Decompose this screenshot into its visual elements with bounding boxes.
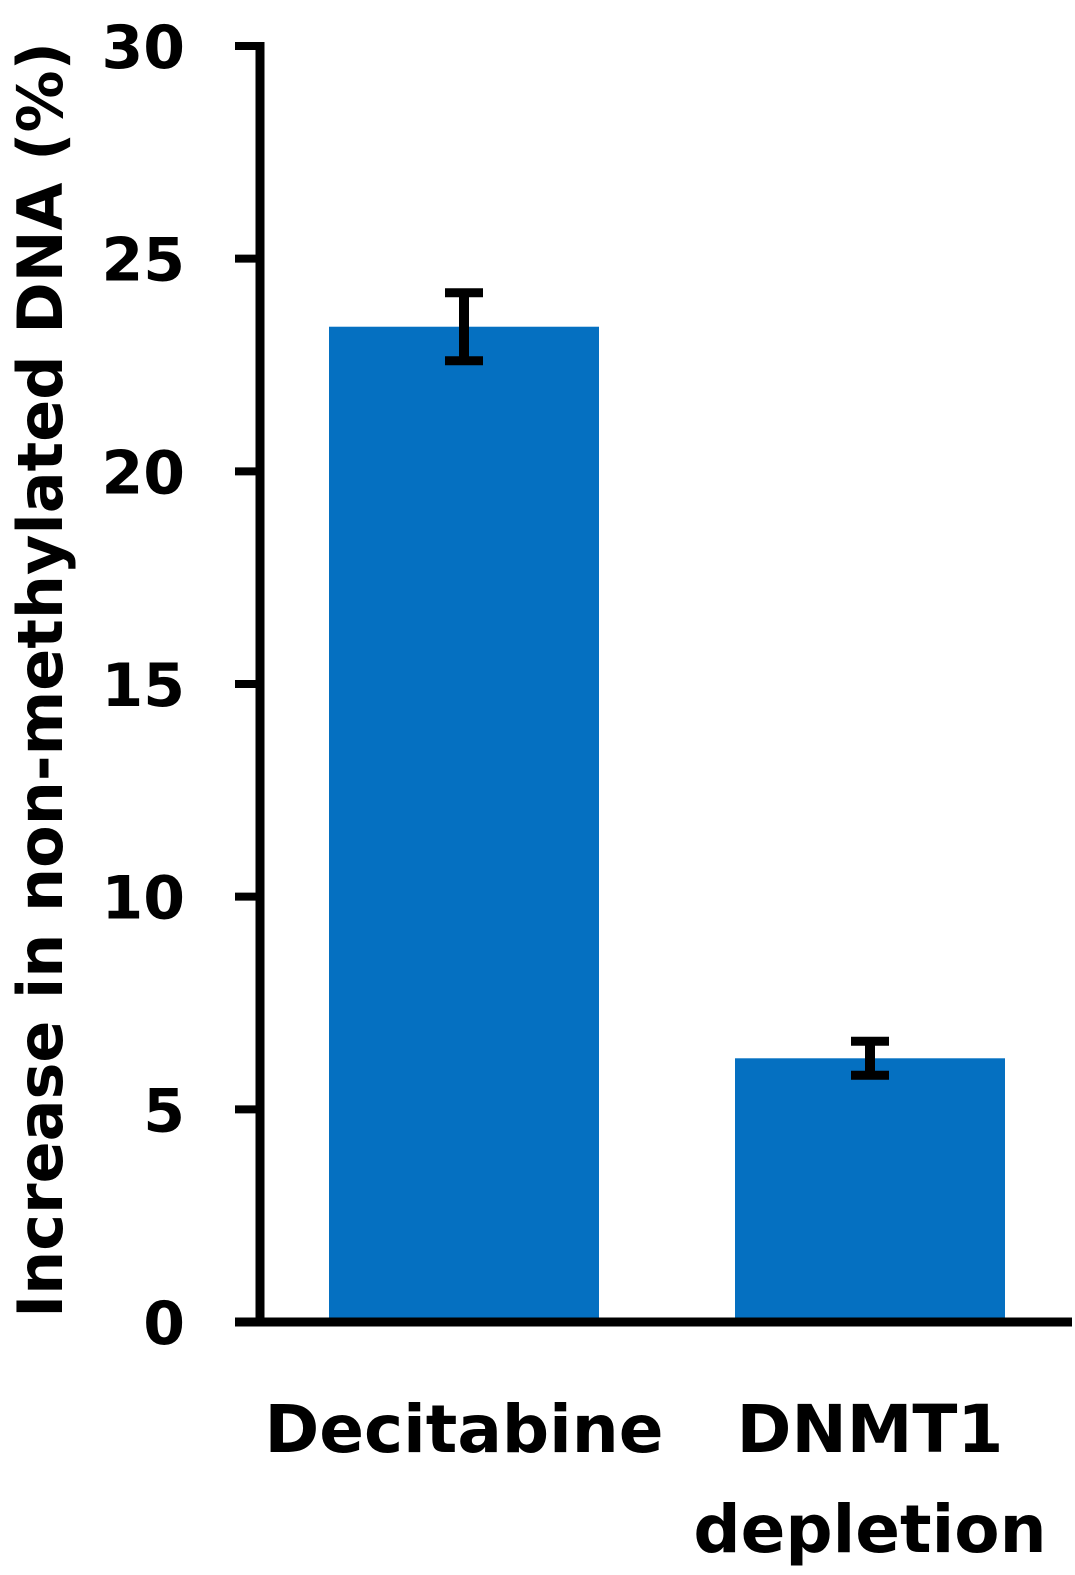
x-axis-labels: Decitabine DNMT1 depletion: [265, 1391, 1047, 1568]
y-tick-label-4: 20: [102, 438, 186, 508]
y-tick-label-6: 30: [102, 13, 186, 83]
x-category-label-0-0: Decitabine: [265, 1391, 664, 1468]
y-axis-ticks: 0 5 10 15 20 25 30: [102, 13, 260, 1359]
y-tick-label-1: 5: [143, 1076, 185, 1146]
y-tick-label-0: 0: [143, 1289, 185, 1359]
bar-1: [735, 1058, 1005, 1322]
axes: [235, 42, 1072, 1327]
error-bars: [445, 288, 889, 1080]
bar-0: [329, 326, 599, 1323]
x-category-label-1-1: depletion: [693, 1491, 1046, 1568]
x-category-label-1-0: DNMT1: [737, 1391, 1004, 1468]
bars: [329, 326, 1005, 1323]
y-tick-label-3: 15: [102, 651, 186, 721]
y-tick-label-5: 25: [102, 226, 186, 296]
y-axis-title: Increase in non-methylated DNA (%): [4, 42, 77, 1318]
y-tick-label-2: 10: [102, 864, 186, 934]
